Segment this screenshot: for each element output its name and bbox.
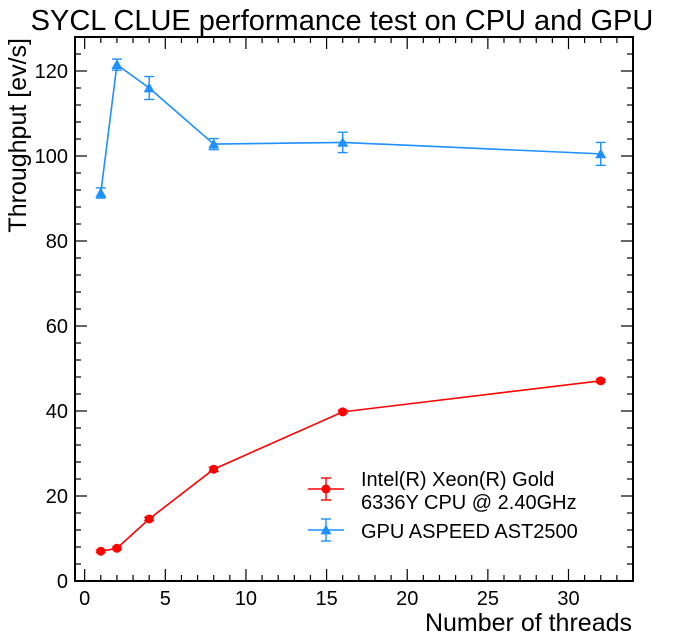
x-tick-label: 15 <box>315 588 337 610</box>
x-tick-label: 10 <box>235 588 257 610</box>
data-point <box>96 546 106 556</box>
y-tick-label: 100 <box>35 146 68 168</box>
y-axis-label: Throughput [ev/s] <box>4 38 32 233</box>
x-tick-label: 20 <box>396 588 418 610</box>
plot-frame <box>74 36 634 582</box>
y-tick-label: 80 <box>46 231 68 253</box>
data-point <box>144 514 154 524</box>
legend-marker <box>320 524 332 535</box>
x-tick-label: 25 <box>477 588 499 610</box>
data-point <box>596 376 606 386</box>
data-point <box>338 407 348 417</box>
data-point <box>95 187 107 198</box>
data-point <box>209 464 219 474</box>
y-tick-label: 120 <box>35 61 68 83</box>
x-tick-label: 5 <box>160 588 171 610</box>
y-tick-label: 60 <box>46 316 68 338</box>
legend-label: 6336Y CPU @ 2.40GHz <box>361 492 577 514</box>
legend-marker <box>321 484 331 494</box>
series-line-1 <box>100 63 601 194</box>
legend-label: Intel(R) Xeon(R) Gold <box>361 469 554 491</box>
x-tick-label: 0 <box>79 588 90 610</box>
y-tick-label: 20 <box>46 486 68 508</box>
plot-area: 0 5 10 15 20 25 30 0 20 40 60 80 100 120 <box>35 36 633 610</box>
data-point <box>112 543 122 553</box>
legend-label: GPU ASPEED AST2500 <box>361 521 578 543</box>
x-tick-label: 30 <box>557 588 579 610</box>
y-tick-label: 0 <box>57 571 68 593</box>
data-point <box>208 138 220 149</box>
data-point <box>595 148 607 159</box>
data-point <box>111 59 123 70</box>
x-axis-label: Number of threads <box>425 609 632 637</box>
chart-title: SYCL CLUE performance test on CPU and GP… <box>31 5 654 37</box>
data-point <box>337 136 349 147</box>
y-tick-label: 40 <box>46 401 68 423</box>
data-point <box>143 82 155 93</box>
